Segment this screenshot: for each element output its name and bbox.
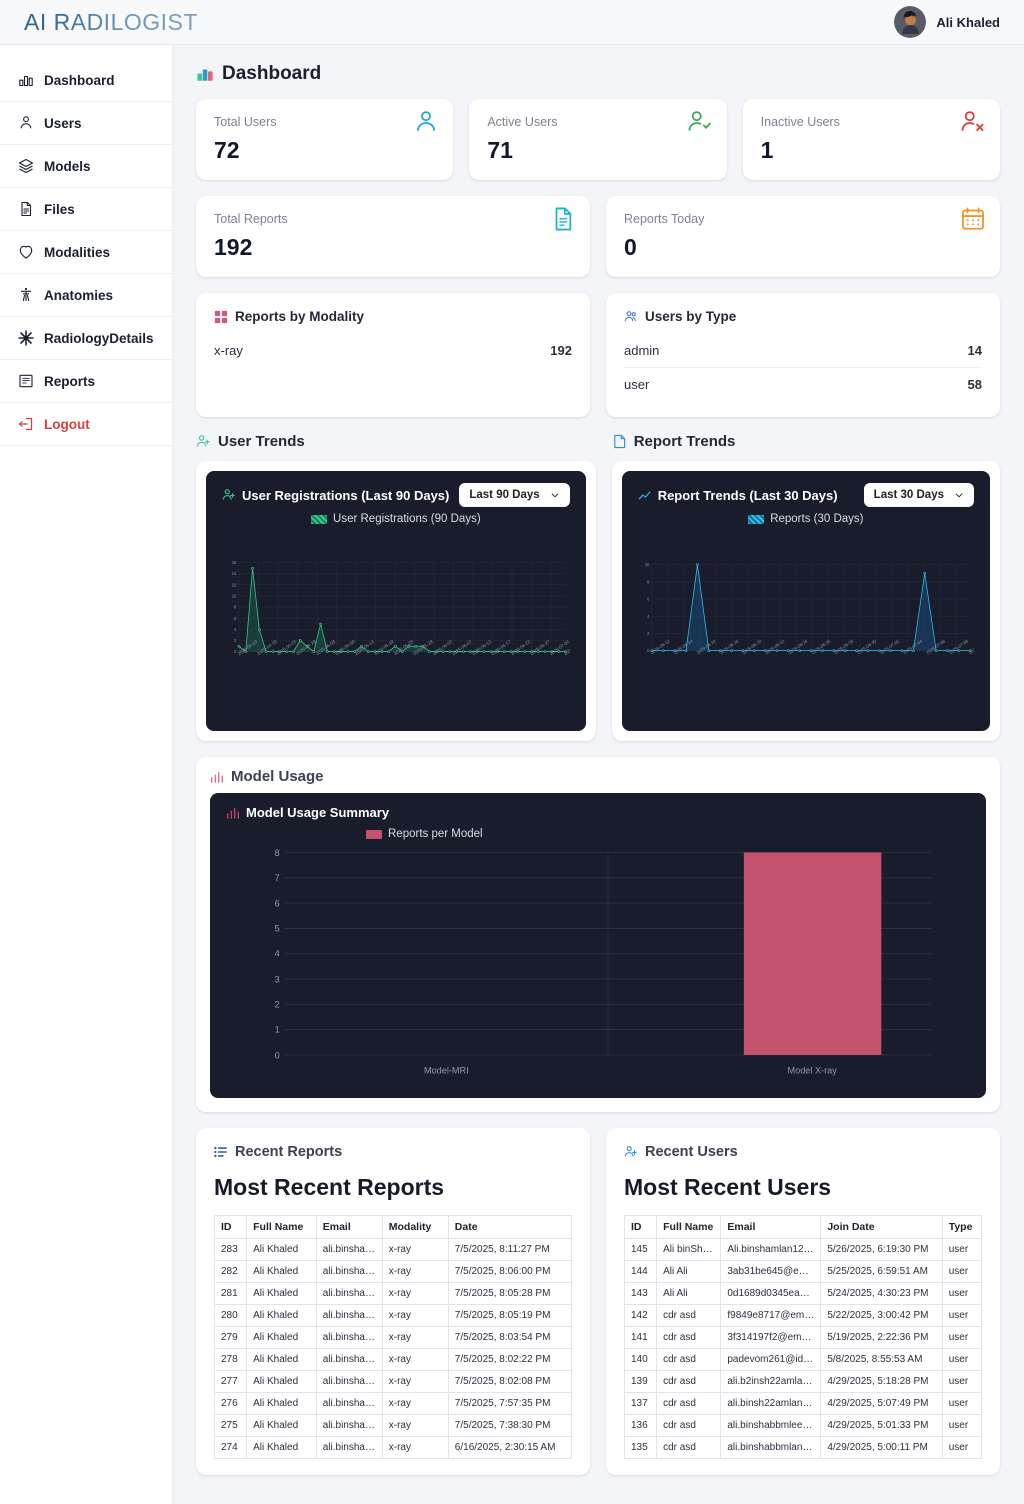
svg-text:Model X-ray: Model X-ray [787, 1065, 837, 1075]
svg-text:2: 2 [275, 1000, 280, 1010]
svg-text:2025-06-02: 2025-06-02 [432, 639, 454, 656]
svg-text:10: 10 [232, 593, 237, 598]
svg-text:4: 4 [647, 614, 650, 619]
svg-text:4: 4 [234, 627, 237, 632]
svg-text:2025-07-02: 2025-07-02 [879, 638, 900, 655]
svg-text:2025-06-27: 2025-06-27 [529, 639, 551, 656]
svg-text:12: 12 [232, 582, 237, 587]
svg-text:2025-07-08: 2025-07-08 [948, 638, 969, 655]
svg-text:2025-06-12: 2025-06-12 [471, 639, 493, 656]
svg-text:6: 6 [234, 616, 237, 621]
svg-text:2025-06-26: 2025-06-26 [810, 638, 831, 655]
svg-text:2025-04-23: 2025-04-23 [276, 639, 298, 656]
svg-text:3: 3 [275, 975, 280, 985]
svg-text:2025-05-18: 2025-05-18 [373, 639, 395, 656]
svg-text:8: 8 [647, 579, 650, 584]
svg-text:2025-07-10: 2025-07-10 [968, 638, 974, 655]
svg-text:2025-06-22: 2025-06-22 [764, 638, 785, 655]
svg-text:10: 10 [645, 562, 650, 567]
svg-text:6: 6 [275, 899, 280, 909]
svg-text:2: 2 [647, 631, 650, 636]
svg-text:Model-MRI: Model-MRI [424, 1065, 469, 1075]
svg-text:8: 8 [234, 605, 237, 610]
svg-text:2025-06-18: 2025-06-18 [718, 638, 739, 655]
svg-text:2: 2 [234, 638, 237, 643]
svg-text:16: 16 [232, 560, 237, 565]
svg-text:2025-06-30: 2025-06-30 [856, 638, 877, 655]
svg-text:2025-06-22: 2025-06-22 [510, 639, 532, 656]
svg-text:2025-06-17: 2025-06-17 [490, 639, 512, 656]
svg-text:0: 0 [275, 1050, 280, 1060]
svg-text:0: 0 [647, 648, 650, 653]
svg-text:2025-06-20: 2025-06-20 [741, 638, 762, 655]
svg-text:2025-05-13: 2025-05-13 [354, 639, 376, 656]
svg-text:2025-06-07: 2025-06-07 [451, 639, 473, 656]
svg-text:7: 7 [275, 873, 280, 883]
svg-text:0: 0 [234, 649, 237, 654]
svg-text:2025-05-08: 2025-05-08 [334, 639, 356, 656]
svg-text:5: 5 [275, 924, 280, 934]
svg-text:1: 1 [275, 1025, 280, 1035]
svg-text:8: 8 [275, 848, 280, 858]
svg-text:6: 6 [647, 597, 650, 602]
svg-text:4: 4 [275, 949, 280, 959]
svg-text:14: 14 [232, 571, 237, 576]
svg-text:2025-06-24: 2025-06-24 [787, 638, 808, 655]
